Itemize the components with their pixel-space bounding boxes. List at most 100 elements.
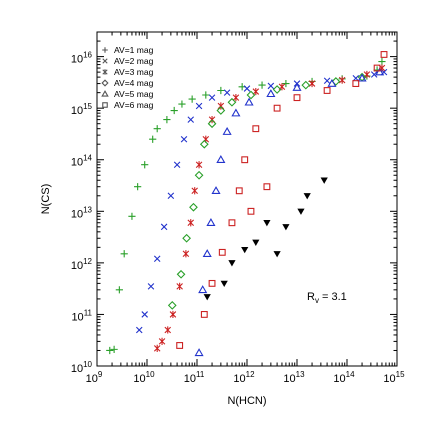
data-point	[228, 260, 236, 267]
data-point	[227, 97, 237, 107]
series-4	[194, 67, 385, 357]
legend-marker	[102, 58, 108, 64]
legend-label: AV=6 mag	[114, 100, 154, 110]
data-point	[331, 77, 341, 86]
data-point	[218, 248, 226, 256]
data-point	[263, 183, 271, 191]
rv-annotation: Rv = 3.1	[307, 291, 347, 305]
data-point	[217, 102, 225, 110]
data-point	[202, 91, 210, 99]
data-point	[169, 310, 177, 319]
data-point	[228, 219, 236, 227]
data-point	[223, 89, 231, 96]
data-point	[373, 64, 381, 72]
data-point	[252, 125, 260, 133]
data-point	[195, 161, 203, 169]
y-tick-label: 1010	[71, 360, 93, 375]
data-point	[153, 125, 161, 133]
data-point	[216, 106, 226, 115]
series-6	[203, 177, 328, 301]
data-point	[301, 80, 311, 90]
data-point	[320, 177, 328, 184]
rv-annotation-rest: = 3.1	[319, 291, 347, 303]
rv-annotation-sub: v	[315, 296, 319, 305]
data-point	[208, 279, 216, 287]
data-point	[203, 294, 211, 301]
data-point	[323, 77, 331, 85]
data-point	[199, 139, 209, 149]
data-point	[149, 135, 157, 143]
legend-label: AV=4 mag	[114, 78, 154, 88]
data-point	[263, 220, 271, 227]
x-tick-label: 1014	[333, 370, 355, 385]
points-layer	[106, 51, 388, 357]
data-point	[182, 233, 191, 243]
data-point	[244, 97, 254, 106]
y-tick-label: 1016	[71, 51, 93, 66]
legend-label: AV=1 mag	[114, 45, 154, 55]
data-point	[258, 81, 266, 89]
data-point	[207, 119, 217, 129]
data-point	[135, 326, 143, 334]
x-tick-label: 1010	[133, 370, 155, 385]
data-point	[164, 326, 172, 334]
data-point	[106, 346, 114, 355]
data-point	[235, 187, 243, 195]
data-point	[308, 79, 316, 88]
data-point	[338, 76, 346, 84]
legend-marker	[102, 47, 108, 53]
data-point	[247, 207, 255, 215]
data-point	[182, 250, 190, 258]
legend-label: AV=3 mag	[114, 67, 154, 77]
data-point	[153, 344, 161, 352]
data-point	[180, 135, 188, 143]
data-point	[357, 73, 367, 82]
y-tick-label: 1012	[71, 257, 93, 272]
data-point	[303, 193, 311, 200]
data-point	[200, 311, 208, 318]
data-point	[178, 100, 186, 108]
data-point	[176, 342, 184, 349]
data-point	[120, 250, 128, 258]
data-point	[378, 58, 386, 66]
y-tick-label: 1013	[71, 205, 93, 220]
data-point	[380, 51, 388, 58]
y-tick-label: 1015	[71, 102, 93, 117]
legend-marker	[101, 79, 109, 87]
data-point	[147, 283, 155, 290]
data-point	[267, 82, 275, 90]
data-point	[293, 94, 301, 102]
data-point	[170, 106, 178, 115]
data-point	[141, 161, 149, 169]
data-point	[191, 187, 198, 195]
data-point	[167, 192, 175, 200]
data-point	[241, 156, 249, 164]
data-point	[194, 348, 204, 357]
data-point	[141, 311, 148, 318]
data-point	[189, 202, 198, 212]
data-point	[195, 102, 203, 110]
x-axis-title: N(HCN)	[227, 395, 266, 407]
data-point	[252, 87, 260, 96]
data-point	[198, 285, 208, 294]
y-tick-label: 1014	[71, 154, 93, 169]
data-point	[187, 116, 195, 123]
data-point	[160, 223, 168, 231]
data-point	[292, 82, 302, 91]
data-point	[176, 282, 183, 290]
data-point	[232, 94, 240, 102]
data-point	[211, 186, 221, 195]
x-tick-label: 1011	[184, 370, 205, 385]
data-point	[243, 85, 251, 92]
y-tick-label: 1011	[71, 308, 92, 323]
data-point	[173, 161, 181, 169]
series-3	[167, 72, 367, 310]
data-point	[323, 87, 331, 94]
data-point	[208, 94, 216, 101]
data-point	[231, 108, 241, 117]
data-point	[297, 208, 305, 215]
series-1	[135, 68, 388, 334]
data-point	[282, 224, 290, 231]
legend-label: AV=5 mag	[114, 89, 154, 99]
